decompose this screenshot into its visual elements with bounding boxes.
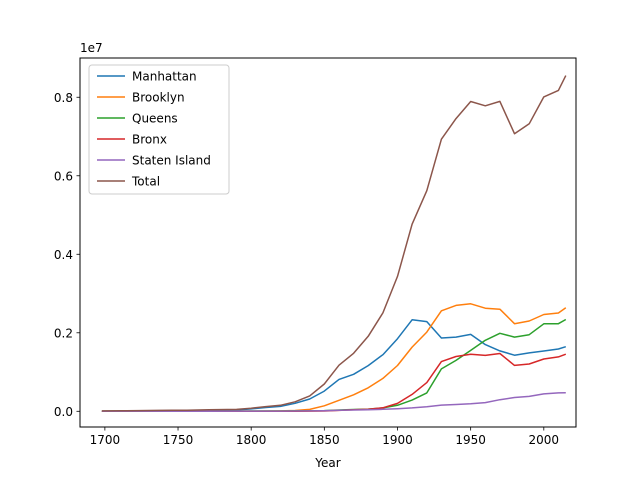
legend-label-staten-island: Staten Island: [132, 154, 211, 168]
series-layer: [101, 75, 567, 413]
y-tick-label: 0.0: [54, 405, 73, 419]
x-axis: 1700 1750 1800 1850 1900 1950 2000: [90, 427, 559, 447]
x-tick-label: 1900: [382, 433, 413, 447]
y-scale-label: 1e7: [80, 41, 103, 55]
y-tick-label: 0.4: [54, 248, 73, 262]
y-tick-label: 0.6: [54, 169, 73, 183]
legend-label-brooklyn: Brooklyn: [132, 91, 185, 105]
x-tick-label: 1850: [309, 433, 340, 447]
x-tick-label: 1750: [163, 433, 194, 447]
legend-label-bronx: Bronx: [132, 133, 167, 147]
x-tick-label: 1800: [236, 433, 267, 447]
y-tick-label: 0.2: [54, 326, 73, 340]
x-tick-label: 1950: [455, 433, 486, 447]
series-line-total: [101, 75, 567, 412]
y-tick-label: 0.8: [54, 91, 73, 105]
plot-frame: [79, 57, 577, 428]
legend-label-total: Total: [131, 175, 160, 189]
legend-label-queens: Queens: [132, 112, 178, 126]
x-axis-label: Year: [314, 456, 340, 470]
y-axis: 0.0 0.2 0.4 0.6 0.8: [54, 91, 80, 419]
x-tick-label: 1700: [90, 433, 121, 447]
x-tick-label: 2000: [529, 433, 560, 447]
legend: Manhattan Brooklyn Queens Bronx Staten Islan…: [88, 64, 230, 195]
legend-label-manhattan: Manhattan: [132, 70, 197, 84]
series-line-staten-island: [101, 391, 566, 413]
